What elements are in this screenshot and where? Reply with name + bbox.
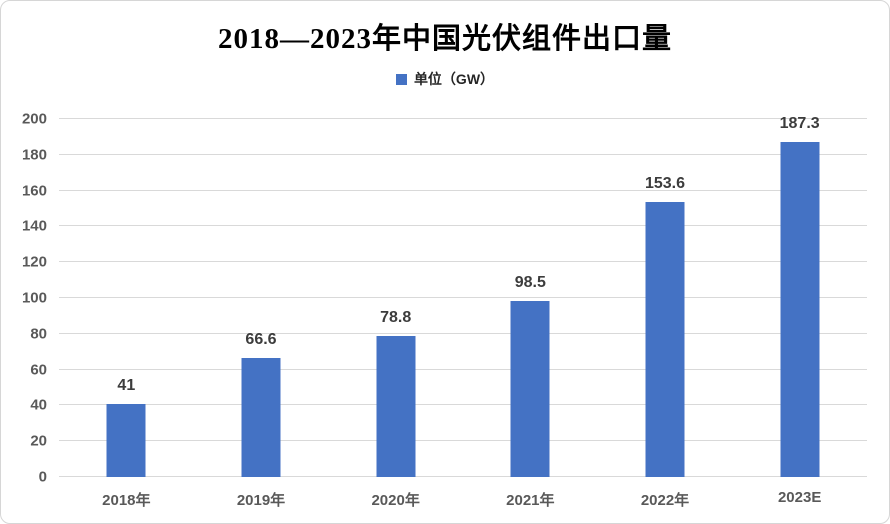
legend-swatch-icon [395, 73, 407, 85]
x-tick-label: 2018年 [102, 492, 151, 509]
bar-value-label: 98.5 [514, 273, 546, 291]
y-tick-label: 100 [21, 289, 47, 307]
chart-title: 2018—2023年中国光伏组件出口量 [217, 23, 672, 55]
plot-area: 41 66.6 78.8 98.5 153.6 187.3 [59, 114, 867, 477]
bar-slot: 78.8 [328, 119, 463, 477]
y-tick-label: 140 [21, 217, 47, 235]
y-tick-label: 180 [21, 146, 47, 164]
x-tick-label: 2020年 [371, 492, 420, 509]
gridline [59, 440, 867, 442]
bar-slot: 153.6 [598, 119, 733, 477]
legend-label: 单位（GW） [413, 71, 495, 87]
bar-value-label: 187.3 [779, 114, 820, 132]
bar-slot: 66.6 [194, 119, 329, 477]
bar-value-label: 66.6 [245, 330, 277, 348]
y-tick-label: 40 [30, 396, 47, 414]
gridline [59, 189, 867, 191]
x-axis: 2018年 2019年 2020年 2021年 2022年 2023E [59, 481, 867, 511]
gridline [59, 261, 867, 263]
y-tick-label: 160 [21, 182, 47, 200]
gridline [59, 332, 867, 334]
bar-slot: 187.3 [732, 114, 867, 477]
bar-value-label: 78.8 [380, 308, 412, 326]
bar-2021年 [510, 300, 550, 477]
bar-value-label: 41 [117, 376, 136, 394]
gridline [59, 368, 867, 370]
bar-slot: 41 [59, 119, 194, 477]
gridline [59, 153, 867, 155]
gridline [59, 297, 867, 298]
bar-2019年 [241, 357, 281, 477]
bar-2020年 [376, 335, 416, 477]
y-tick-label: 120 [21, 253, 47, 271]
x-tick-label: 2019年 [236, 492, 286, 509]
y-tick-label: 60 [30, 361, 47, 379]
bar-2018年 [106, 403, 146, 477]
x-tick-label: 2022年 [640, 492, 690, 509]
bar-value-label: 153.6 [644, 175, 686, 193]
bar-slot: 98.5 [463, 119, 598, 477]
x-tick-label: 2023E [777, 489, 822, 506]
y-tick-label: 200 [21, 110, 47, 128]
gridline [59, 225, 867, 227]
y-tick-label: 0 [38, 468, 47, 486]
gridline [59, 118, 867, 119]
x-tick-label: 2021年 [506, 492, 555, 509]
gridline [59, 404, 867, 406]
legend: 单位（GW） [1, 69, 889, 89]
gridline [59, 476, 867, 477]
y-tick-label: 80 [30, 325, 47, 343]
bar-2022年 [645, 202, 685, 477]
y-tick-label: 20 [30, 432, 47, 450]
y-axis: 0 20 40 60 80 100 120 140 160 180 200 [1, 112, 47, 485]
bar-2023E [780, 141, 820, 477]
